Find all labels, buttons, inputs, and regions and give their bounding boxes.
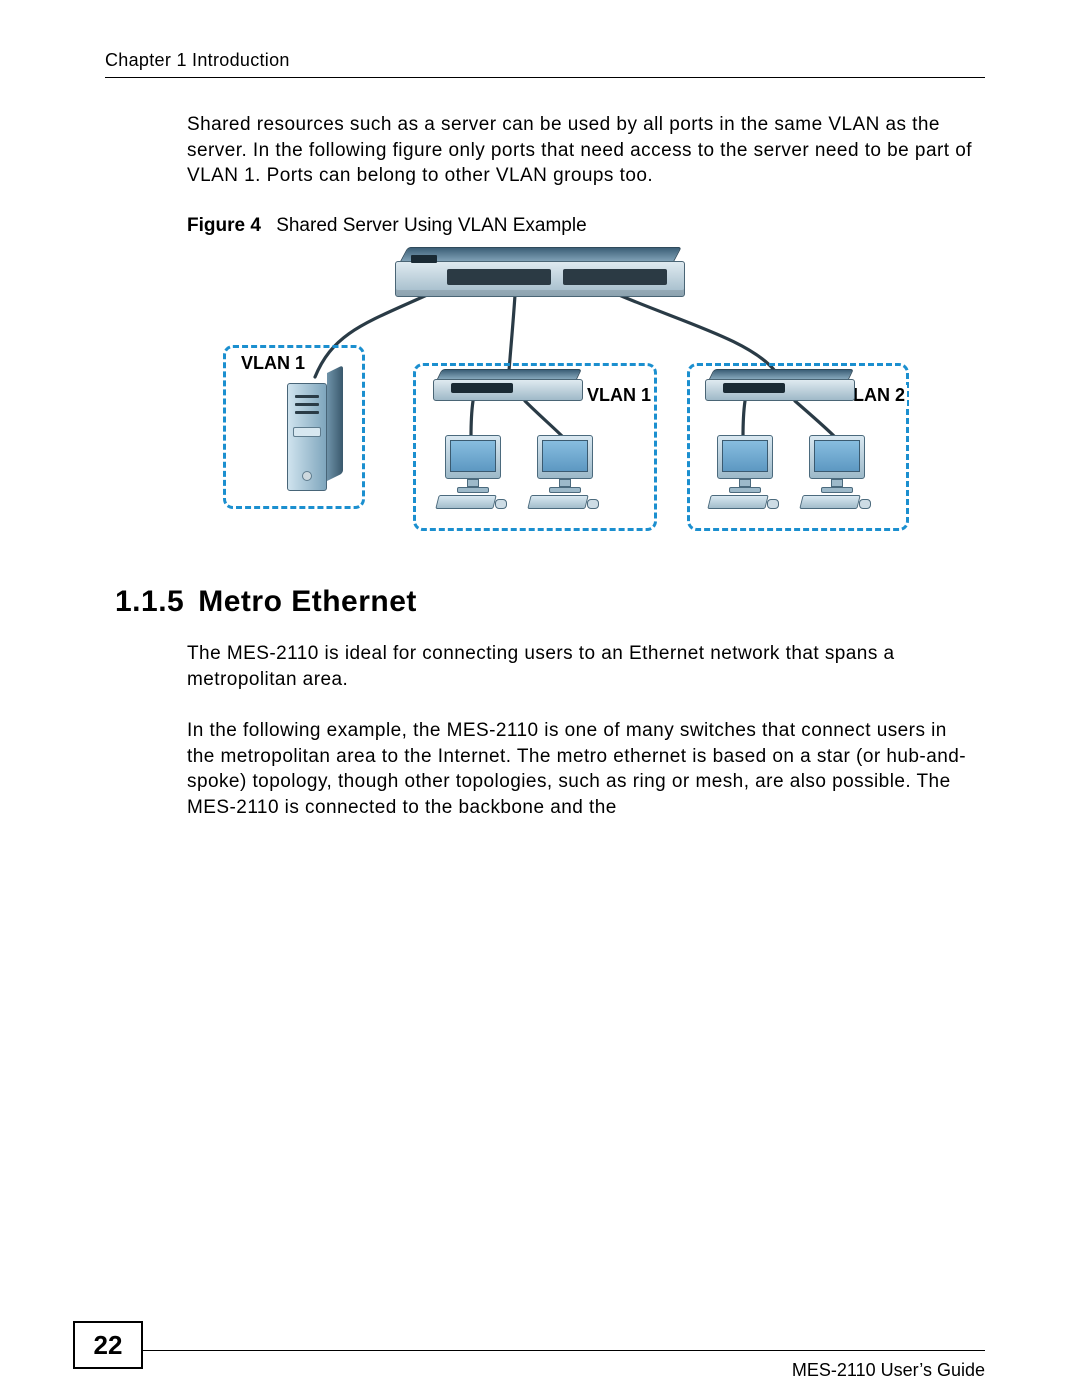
vlan-label: VLAN 1 <box>585 385 653 406</box>
footer-rule <box>95 1350 985 1351</box>
cable <box>619 295 775 371</box>
page-footer: 22 MES-2110 User’s Guide <box>95 1350 985 1351</box>
page-number-box: 22 <box>73 1321 143 1369</box>
pc-icon <box>709 435 781 515</box>
section-number: 1.1.5 <box>115 585 184 618</box>
main-switch-icon <box>395 247 685 299</box>
vlan-diagram: VLAN 1VLAN 1VLAN 2 <box>215 245 985 545</box>
pc-icon <box>529 435 601 515</box>
page-header: Chapter 1 Introduction <box>105 50 985 78</box>
pc-icon <box>801 435 873 515</box>
figure-caption: Figure 4 Shared Server Using VLAN Exampl… <box>187 215 985 237</box>
hub-switch-icon <box>705 369 855 403</box>
server-icon <box>287 373 343 491</box>
vlan-label: VLAN 1 <box>239 353 307 374</box>
guide-title: MES-2110 User’s Guide <box>792 1360 985 1381</box>
chapter-title: Chapter 1 Introduction <box>105 50 290 70</box>
page: Chapter 1 Introduction Shared resources … <box>0 0 1080 1397</box>
cable <box>509 295 515 371</box>
figure-caption-text: Shared Server Using VLAN Example <box>276 215 586 236</box>
metro-paragraph-2: In the following example, the MES-2110 i… <box>187 718 977 821</box>
metro-paragraph-1: The MES-2110 is ideal for connecting use… <box>187 641 977 692</box>
section-title: Metro Ethernet <box>198 585 417 618</box>
section-heading: 1.1.5 Metro Ethernet <box>115 585 985 619</box>
hub-switch-icon <box>433 369 583 403</box>
intro-paragraph: Shared resources such as a server can be… <box>187 112 977 189</box>
pc-icon <box>437 435 509 515</box>
figure-label: Figure 4 <box>187 215 261 236</box>
page-number: 22 <box>94 1330 123 1361</box>
